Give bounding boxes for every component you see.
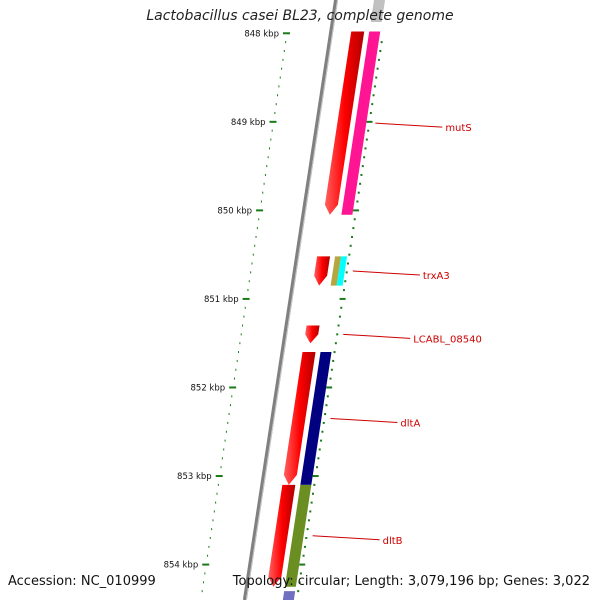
accession-info: Accession: NC_010999 xyxy=(8,574,156,589)
gene-category-partial-top xyxy=(370,0,386,22)
label-layer: mutS trxA3 LCABL_08540 dltA dltB xyxy=(312,122,482,547)
ruler-tick-label: 852 kbp xyxy=(191,383,226,393)
accession-label: Accession: xyxy=(8,574,77,589)
gene-label-LCABL_08540: LCABL_08540 xyxy=(413,334,482,345)
gene-label-dltA: dltA xyxy=(400,418,420,429)
genome-backbone xyxy=(242,0,339,600)
accession-value: NC_010999 xyxy=(80,574,156,589)
ruler-tick-label: 851 kbp xyxy=(204,295,239,305)
gene-leader-line xyxy=(312,535,380,541)
ruler-tick-label: 848 kbp xyxy=(244,29,279,39)
gene-category-mutS xyxy=(341,31,381,215)
ruler-tick-label: 853 kbp xyxy=(177,472,212,482)
ruler-tick-label: 854 kbp xyxy=(164,561,199,571)
gene-leader-line xyxy=(343,333,411,339)
genome-stats: Topology: circular; Length: 3,079,196 bp… xyxy=(232,574,590,589)
length-label: Length: xyxy=(354,574,404,589)
gene-leader-line xyxy=(352,270,420,276)
ruler-layer: 848 kbp 849 kbp 850 kbp 851 kbp 852 kbp 853 k… xyxy=(164,29,383,593)
gene-arrow-mutS xyxy=(324,31,365,215)
ruler-tick-label: 849 kbp xyxy=(231,118,266,128)
gene-arrow-dltA xyxy=(283,352,316,485)
genes-value: 3,022 xyxy=(552,574,590,589)
gene-label-dltB: dltB xyxy=(383,536,403,547)
backbone-highlight xyxy=(245,0,339,600)
length-value: 3,079,196 bp xyxy=(407,574,495,589)
topology-label: Topology: xyxy=(232,574,294,589)
gene-arrow-dltB xyxy=(268,484,296,587)
gene-arrow-trxA3 xyxy=(314,256,331,286)
ruler-tick-label: 850 kbp xyxy=(217,206,252,216)
gene-category-trxA3-a xyxy=(330,256,342,286)
gene-category-dltB xyxy=(284,484,312,587)
gene-label-trxA3: trxA3 xyxy=(423,271,450,282)
topology-value: circular xyxy=(297,574,346,589)
map-title: Lactobacillus casei BL23, complete genom… xyxy=(146,8,454,24)
gene-leader-line xyxy=(330,417,398,423)
gene-category-dltA xyxy=(300,352,332,485)
gene-layer xyxy=(268,0,386,600)
gene-arrow-LCABL_08540 xyxy=(305,325,320,344)
gene-label-mutS: mutS xyxy=(445,123,471,134)
genes-label: Genes: xyxy=(503,574,549,589)
backbone-layer xyxy=(242,0,339,600)
gene-category-trxA3-b xyxy=(336,256,348,286)
gene-leader-line xyxy=(375,122,443,128)
gene-category-partial-bottom xyxy=(282,591,296,600)
